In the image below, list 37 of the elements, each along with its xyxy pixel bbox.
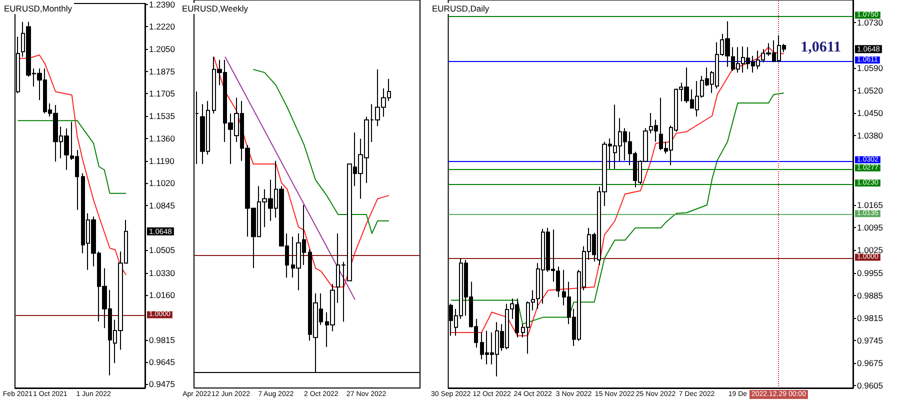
y-tick-label: 1.0330 — [149, 268, 176, 278]
chart-title: EURUSD,Weekly — [182, 4, 249, 14]
y-tick-label: 1.1190 — [149, 156, 175, 166]
candlestick — [531, 290, 535, 312]
y-tick-label: 1.0590 — [857, 62, 884, 73]
y-tick-label: 0.9745 — [857, 336, 884, 346]
y-tick-label: 1.2220 — [149, 22, 176, 32]
y-tick-label: 1.1360 — [149, 134, 176, 144]
y-tick-label: 0.9885 — [857, 290, 884, 300]
y-tick-label: 1.1535 — [149, 110, 176, 121]
line-series — [17, 120, 127, 194]
chart-title: EURUSD,Daily — [432, 4, 490, 14]
y-tick-label: 1.2390 — [149, 0, 176, 10]
y-tick-label: 1.0730 — [857, 18, 884, 28]
y-tick-label: 1.1705 — [149, 88, 176, 99]
chart-title: EURUSD,Monthly — [4, 4, 73, 14]
y-tick-label: 1.0380 — [857, 130, 884, 141]
y-tick-label: 0.9815 — [857, 312, 884, 323]
y-tick-label: 1.0845 — [149, 200, 176, 211]
y-tick-label: 1.2050 — [149, 44, 176, 54]
y-tick-label: 0.9955 — [857, 268, 884, 278]
y-tick-label: 1.0095 — [857, 222, 884, 233]
line-series — [450, 46, 784, 336]
y-tick-label: 1.0450 — [857, 108, 884, 118]
line-series — [17, 54, 127, 276]
y-tick-label: 1.0505 — [149, 244, 176, 255]
annotation: 1,0611 — [800, 40, 842, 56]
y-tick-label: 0.9815 — [149, 334, 176, 345]
y-tick-label: 0.9645 — [149, 356, 176, 367]
y-tick-label: 0.9475 — [149, 379, 176, 390]
y-tick-label: 1.1020 — [149, 178, 176, 188]
y-tick-label: 1.0160 — [149, 290, 176, 300]
y-tick-label: 0.9605 — [857, 380, 884, 391]
y-tick-label: 1.1875 — [149, 66, 176, 77]
y-tick-label: 1.0165 — [857, 200, 884, 210]
y-tick-label: 0.9675 — [857, 358, 884, 368]
y-tick-label: 1.0520 — [857, 85, 884, 96]
